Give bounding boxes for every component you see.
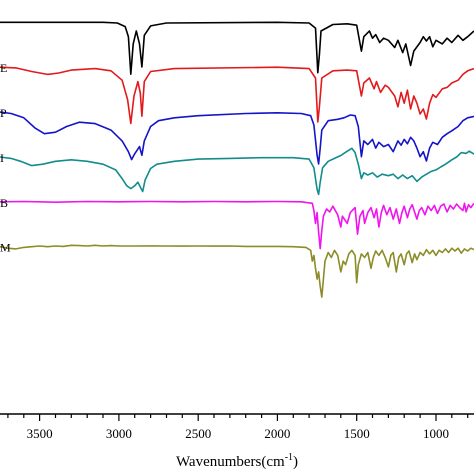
x-tick-label: 1000 (423, 426, 449, 441)
x-axis-title: Wavenumbers(cm-1) (176, 452, 298, 470)
series-label-m: M (0, 241, 11, 255)
x-axis-title-main: Wavenumbers(cm (176, 454, 285, 470)
spectrum-line-i (0, 147, 474, 196)
spectrum-line-e (0, 66, 474, 125)
spectrum-line-m (0, 244, 474, 298)
series-label-e: E (0, 61, 7, 75)
spectrum-line-b (0, 200, 474, 250)
series-label-b: B (0, 196, 8, 210)
x-axis-title-close: ) (293, 454, 298, 470)
x-tick-label: 2500 (185, 426, 211, 441)
x-ticks: 3500 3000 2500 2000 1500 1000 (7, 414, 469, 441)
spectrum-line-p (0, 111, 474, 165)
x-tick-label: 1500 (344, 426, 370, 441)
x-axis-title-sup: -1 (285, 452, 293, 463)
x-tick-label: 3500 (27, 426, 53, 441)
series-label-layer: E P I B M (0, 61, 11, 255)
x-tick-label: 2000 (264, 426, 290, 441)
spectrum-line-top (0, 21, 474, 75)
series-label-i: I (0, 151, 4, 165)
series-label-p: P (0, 106, 7, 120)
x-tick-label: 3000 (106, 426, 132, 441)
series-layer (0, 21, 474, 298)
